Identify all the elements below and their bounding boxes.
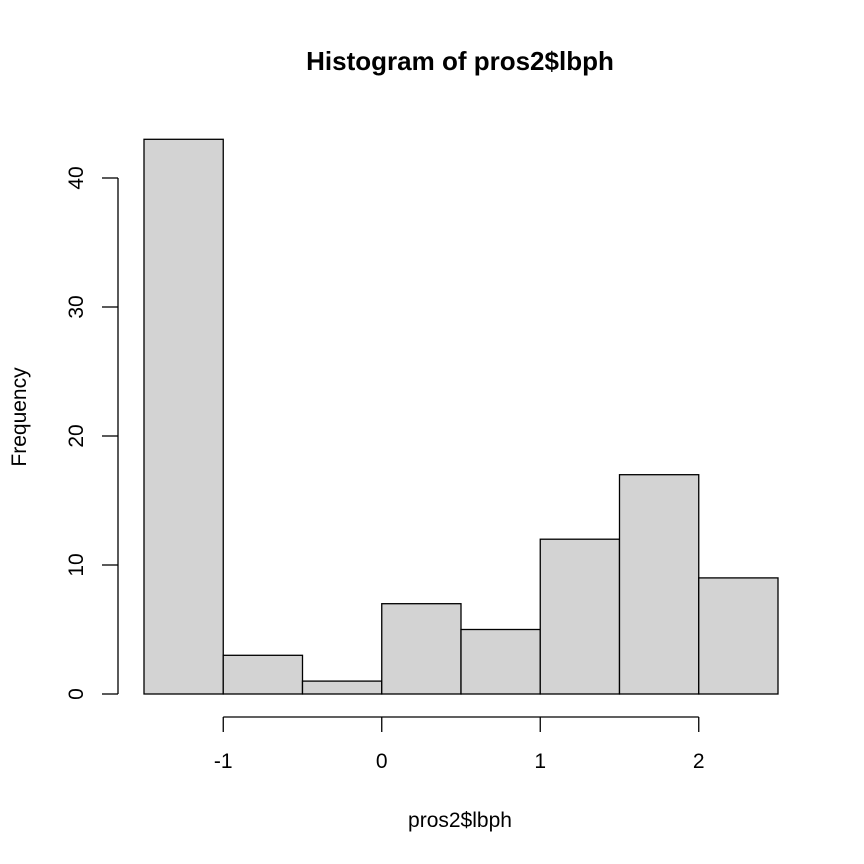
y-tick-label: 10 xyxy=(65,553,88,576)
y-tick-label: 20 xyxy=(65,424,88,447)
x-axis: -1 0 1 2 xyxy=(214,716,705,773)
histogram-bar-7 xyxy=(698,577,779,695)
histogram-bar-5 xyxy=(539,538,621,695)
y-axis-label: Frequency xyxy=(8,367,31,467)
y-tick-label: 30 xyxy=(65,295,88,318)
histogram-bar-6 xyxy=(618,474,700,695)
x-tick-label: 0 xyxy=(376,750,388,773)
bars-group xyxy=(143,138,779,695)
chart-title: Histogram of pros2$lbph xyxy=(306,46,614,76)
y-tick-label: 40 xyxy=(65,166,88,189)
histogram-bar-4 xyxy=(460,628,541,695)
histogram-bar-3 xyxy=(381,603,462,695)
x-axis-label: pros2$lbph xyxy=(408,809,512,832)
x-tick-label: 1 xyxy=(534,750,546,773)
histogram-bar-1 xyxy=(222,654,304,695)
y-axis: 0 10 20 30 40 xyxy=(65,166,119,700)
histogram-bar-2 xyxy=(301,680,383,695)
y-tick-label: 0 xyxy=(65,688,88,700)
x-tick-label: 2 xyxy=(693,750,705,773)
histogram-bar-0 xyxy=(143,138,224,695)
x-tick-label: -1 xyxy=(214,750,233,773)
